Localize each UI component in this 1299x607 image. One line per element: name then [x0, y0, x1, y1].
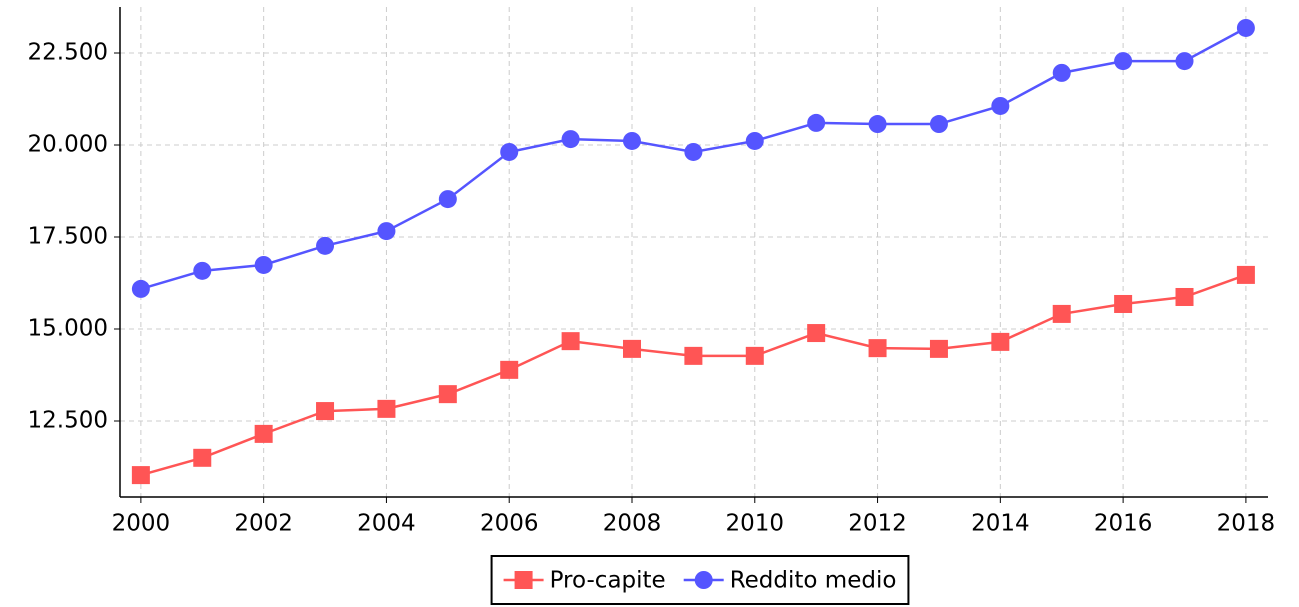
- marker: [745, 346, 764, 365]
- x-tick-label: 2018: [1217, 511, 1276, 537]
- marker: [622, 339, 641, 358]
- marker: [254, 424, 273, 443]
- marker: [131, 279, 150, 298]
- x-tick-label: 2006: [480, 511, 539, 537]
- x-tick-label: 2000: [112, 511, 171, 537]
- legend-marker: [514, 571, 533, 589]
- series-line: [140, 273, 1247, 477]
- marker: [377, 222, 396, 241]
- marker: [1236, 265, 1255, 284]
- legend: Pro-capite Reddito medio: [490, 555, 910, 605]
- marker: [500, 360, 519, 379]
- marker: [500, 142, 519, 161]
- marker: [684, 142, 703, 161]
- y-tick-label: 15.000: [28, 316, 108, 342]
- marker: [684, 346, 703, 365]
- marker: [1236, 18, 1255, 37]
- y-tick-label: 12.500: [28, 408, 108, 434]
- y-tick-label: 20.000: [28, 132, 108, 158]
- marker: [1114, 52, 1133, 71]
- marker: [131, 466, 150, 485]
- marker: [193, 448, 212, 467]
- y-tick-label: 17.500: [28, 224, 108, 250]
- marker: [377, 399, 396, 418]
- marker: [868, 339, 887, 358]
- x-tick-label: 2008: [603, 511, 662, 537]
- marker: [868, 115, 887, 134]
- marker: [316, 236, 335, 255]
- marker: [622, 131, 641, 150]
- marker: [316, 402, 335, 421]
- marker: [561, 332, 580, 351]
- marker: [1052, 63, 1071, 82]
- legend-marker: [694, 571, 713, 589]
- marker: [1114, 294, 1133, 313]
- legend-label: Reddito medio: [730, 568, 897, 594]
- x-tick-label: 2004: [357, 511, 416, 537]
- x-tick-label: 2002: [234, 511, 293, 537]
- marker: [1175, 52, 1194, 71]
- marker: [438, 385, 457, 404]
- marker: [1052, 304, 1071, 323]
- x-tick-label: 2014: [971, 511, 1030, 537]
- x-tick-label: 2012: [848, 511, 907, 537]
- marker: [1175, 287, 1194, 306]
- x-tick-label: 2016: [1094, 511, 1153, 537]
- marker: [561, 130, 580, 149]
- marker: [807, 113, 826, 132]
- marker: [438, 190, 457, 209]
- marker: [745, 131, 764, 150]
- marker: [991, 96, 1010, 115]
- legend-label: Pro-capite: [550, 568, 666, 594]
- marker: [929, 115, 948, 134]
- marker: [929, 339, 948, 358]
- marker: [807, 324, 826, 343]
- x-tick-label: 2010: [726, 511, 785, 537]
- marker: [193, 261, 212, 280]
- marker: [254, 255, 273, 274]
- y-tick-label: 22.500: [28, 40, 108, 66]
- marker: [991, 332, 1010, 351]
